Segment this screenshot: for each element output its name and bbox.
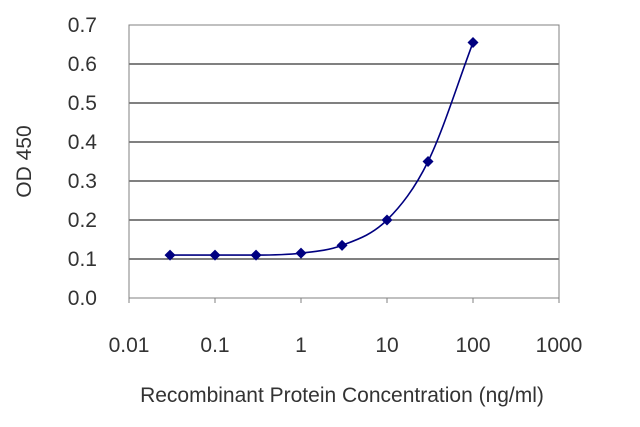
data-point: [381, 214, 393, 226]
y-tick-label: 0.1: [68, 248, 97, 271]
plot-area: [128, 24, 560, 299]
y-tick-label: 0.4: [68, 131, 98, 154]
data-point: [250, 249, 262, 261]
fitted-curve: [170, 42, 474, 256]
y-tick-label: 0.2: [68, 209, 97, 232]
x-tick-labels: 0.01 0.1 1 10 100 1000: [109, 334, 583, 357]
y-axis-title: OD 450: [13, 125, 36, 197]
y-tick-label: 0.3: [68, 170, 97, 193]
grid-lines: [129, 24, 559, 260]
y-tick-label: 0.6: [68, 53, 97, 76]
y-tick-label: 0.0: [68, 287, 97, 310]
y-tick-label: 0.5: [68, 92, 97, 115]
x-axis-title: Recombinant Protein Concentration (ng/ml…: [140, 384, 544, 407]
x-tick-label: 10: [375, 334, 398, 357]
x-tick-label: 0.1: [200, 334, 229, 357]
x-tick-label: 1: [295, 334, 307, 357]
y-tick-labels: 0.0 0.1 0.2 0.3 0.4 0.5 0.6 0.7: [68, 14, 98, 310]
data-point: [209, 249, 221, 261]
x-tick-label: 0.01: [109, 334, 150, 357]
data-point: [467, 37, 479, 49]
data-point: [336, 239, 348, 251]
x-tick-marks: [128, 298, 560, 303]
x-tick-label: 100: [455, 334, 490, 357]
y-tick-label: 0.7: [68, 14, 97, 37]
data-point: [422, 156, 434, 167]
x-tick-label: 1000: [536, 334, 583, 357]
data-points: [164, 37, 479, 261]
data-point: [164, 249, 176, 261]
data-point: [295, 247, 307, 259]
